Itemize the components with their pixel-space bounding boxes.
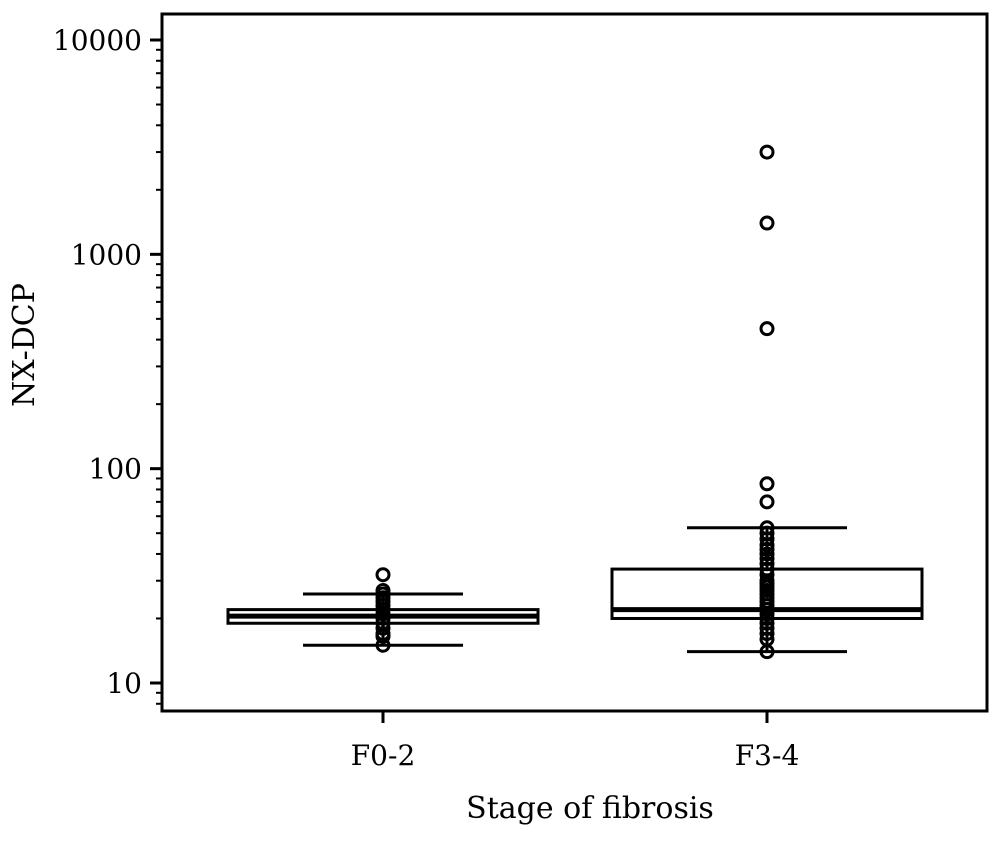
outlier-point [759, 626, 775, 642]
plot-frame [160, 12, 989, 713]
outlier-point [375, 615, 391, 631]
outlier-point [759, 561, 775, 577]
outlier-point [759, 620, 775, 636]
outlier-point [759, 215, 775, 231]
outlier-point [759, 144, 775, 160]
outlier-point [759, 321, 775, 337]
x-axis: F0-2 F3-4 [351, 711, 800, 772]
box-f0-2 [226, 567, 540, 653]
x-tick-label: F0-2 [351, 739, 416, 772]
outlier-point [375, 583, 391, 599]
outlier-point [759, 546, 775, 562]
x-tick-label: F3-4 [735, 739, 800, 772]
outlier-point [759, 520, 775, 536]
y-tick-label: 1000 [71, 238, 142, 271]
outlier-point [375, 567, 391, 583]
outlier-point [759, 494, 775, 510]
outlier-point [759, 551, 775, 567]
outlier-point [375, 626, 391, 642]
y-tick-label: 100 [89, 453, 142, 486]
boxes [226, 144, 924, 660]
y-axis-title: NX-DCP [7, 283, 42, 407]
y-tick-label: 10 [106, 667, 142, 700]
outlier-point [759, 476, 775, 492]
outlier-point [375, 620, 391, 636]
box-f3-4 [610, 144, 924, 660]
outlier-point [759, 525, 775, 541]
outlier-point [759, 556, 775, 572]
x-axis-title: Stage of fibrosis [466, 791, 714, 826]
y-tick-label: 10000 [53, 24, 142, 57]
outlier-point [759, 615, 775, 631]
y-axis: 10 100 1000 10000 [53, 24, 162, 705]
